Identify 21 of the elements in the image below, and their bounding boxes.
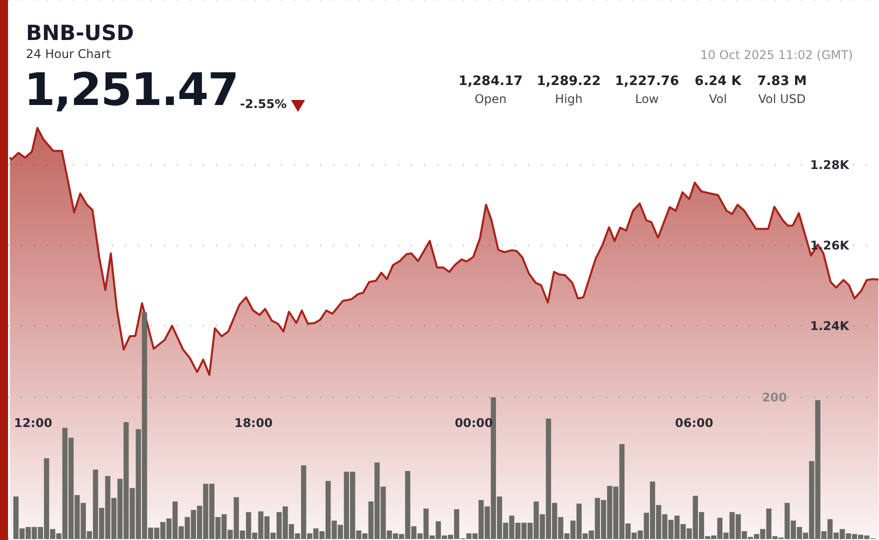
- annotation: 1,284.17: [458, 74, 523, 89]
- annotation: 1,289.22: [536, 74, 601, 89]
- annotation: Open: [474, 92, 508, 106]
- y-tick-label: 1.28K: [810, 158, 850, 172]
- annotation: High: [554, 92, 584, 106]
- y-tick-label: 1.24K: [810, 319, 850, 334]
- annotation: Low: [634, 92, 660, 106]
- text: 24 Hour Chart: [26, 47, 111, 61]
- y2-tick-label: 200: [762, 390, 787, 405]
- x-tick-label: 06:00: [675, 416, 714, 430]
- x-tick-label: 12:00: [14, 416, 52, 430]
- annotation: -2.55%: [240, 97, 287, 111]
- annotation: 1,251.47: [24, 63, 238, 116]
- annotation: 7.83 M: [757, 74, 807, 89]
- text: BNB-USD: [26, 21, 134, 45]
- annotation: 10 Oct 2025 11:02 (GMT): [700, 48, 853, 62]
- x-tick-label: 18:00: [234, 416, 273, 430]
- annotation: Vol USD: [757, 92, 807, 106]
- annotation: 1,227.76: [614, 74, 679, 89]
- annotation: Vol: [708, 92, 728, 106]
- annotation: 6.24 K: [694, 74, 742, 89]
